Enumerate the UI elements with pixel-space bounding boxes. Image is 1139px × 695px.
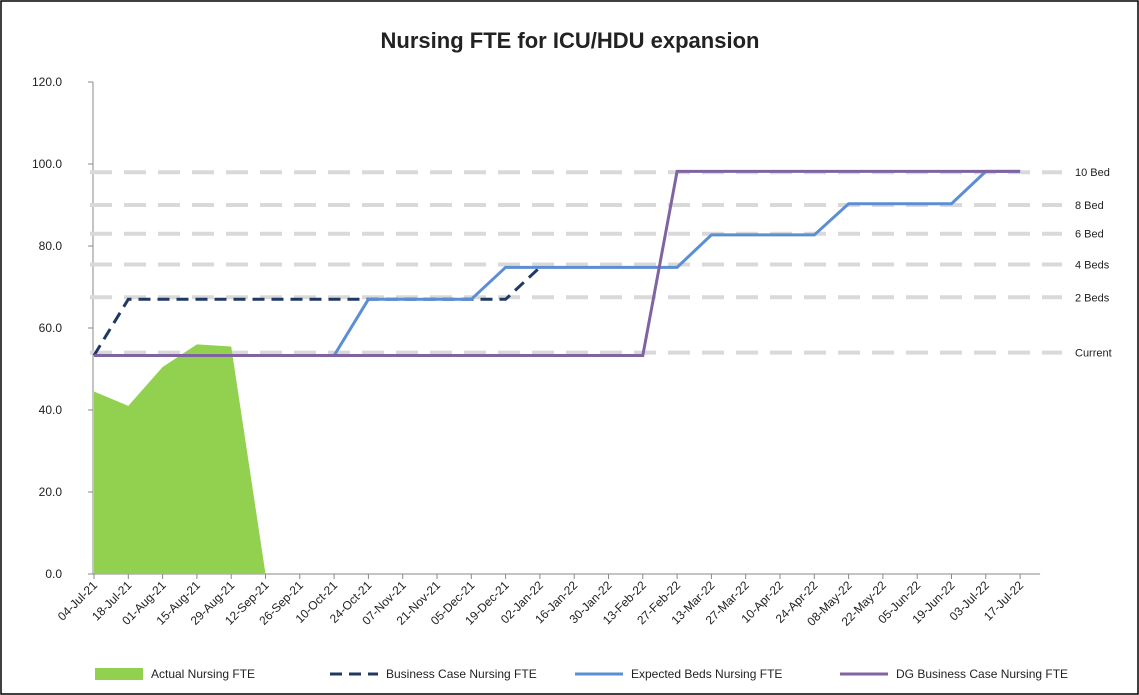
reference-label: 6 Bed xyxy=(1075,229,1104,241)
legend-label: DG Business Case Nursing FTE xyxy=(896,667,1068,681)
y-tick-label: 40.0 xyxy=(39,403,63,417)
legend-label: Expected Beds Nursing FTE xyxy=(631,667,782,681)
reference-label: 4 Beds xyxy=(1075,259,1110,271)
reference-label: 10 Bed xyxy=(1075,167,1110,179)
y-tick-label: 0.0 xyxy=(45,567,62,581)
y-tick-label: 20.0 xyxy=(39,485,63,499)
y-tick-label: 80.0 xyxy=(39,239,63,253)
legend-label: Business Case Nursing FTE xyxy=(386,667,537,681)
area xyxy=(94,344,266,574)
line xyxy=(94,169,1021,357)
y-tick-label: 60.0 xyxy=(39,321,63,335)
reference-label: 2 Beds xyxy=(1075,292,1110,304)
chart-title: Nursing FTE for ICU/HDU expansion xyxy=(381,28,760,53)
legend-label: Actual Nursing FTE xyxy=(151,667,255,681)
y-tick-label: 100.0 xyxy=(32,157,62,171)
reference-label: 8 Bed xyxy=(1075,200,1104,212)
reference-label: Current xyxy=(1075,348,1112,360)
y-tick-label: 120.0 xyxy=(32,75,62,89)
legend-swatch xyxy=(95,668,143,680)
